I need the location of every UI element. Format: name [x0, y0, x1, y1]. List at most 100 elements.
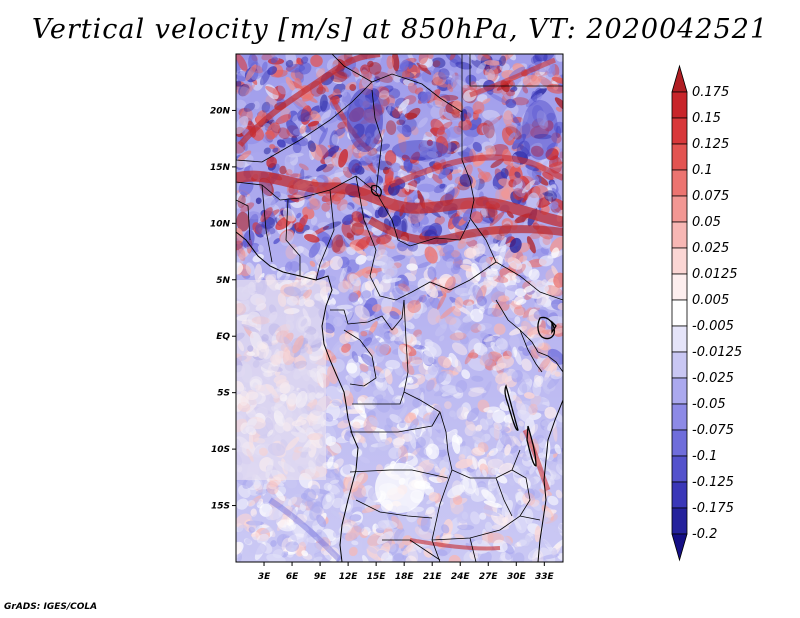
colorbar-segment: [671, 64, 688, 93]
chart-title: Vertical velocity [m/s] at 850hPa, VT: 2…: [31, 14, 769, 45]
colorbar-segment: [671, 273, 688, 301]
colorbar-segment: [671, 221, 688, 249]
border: [315, 189, 335, 281]
border: [382, 537, 477, 562]
lat-tick-label: 10S: [211, 445, 230, 455]
border: [403, 391, 521, 479]
colorbar-label: 0.1: [692, 163, 713, 178]
lake-tana: [551, 320, 557, 335]
sahel-updraft-band: [236, 170, 563, 228]
colorbar-segment: [671, 455, 688, 483]
lat-tick-label: 5N: [216, 276, 230, 286]
colorbar-segment: [671, 325, 688, 353]
border: [537, 351, 563, 373]
east-africa-coastline: [537, 399, 563, 562]
lon-tick-label: 21E: [423, 572, 443, 582]
border: [371, 89, 383, 193]
border: [469, 54, 563, 87]
colorbar-label: 0.005: [692, 293, 729, 308]
colorbar-label: 0.075: [692, 189, 729, 204]
colorbar-segment: [671, 481, 688, 509]
colorbar-segment: [671, 195, 688, 223]
border: [355, 499, 433, 519]
lon-tick-label: 3E: [258, 572, 271, 582]
atlantic-downdraft-streak: [268, 497, 343, 562]
colorbar-label: -0.005: [692, 319, 734, 334]
axis-ticks: 3E 6E 9E 12E 15E 18E 21E 24E 27E 30E 33E 20N 15N 10N 5…: [210, 106, 555, 582]
lake-chad: [370, 184, 382, 197]
colorbar-label: -0.075: [692, 423, 734, 438]
central-updraft-band: [367, 216, 563, 245]
border: [236, 184, 301, 276]
colorbar-label: 0.125: [692, 137, 729, 152]
kalahari-weak-region: [375, 463, 425, 513]
lon-tick-label: 30E: [507, 572, 527, 582]
colorbar-label: -0.025: [692, 371, 734, 386]
lat-tick-label: 20N: [210, 106, 231, 116]
colorbar-label: -0.125: [692, 475, 734, 490]
colorbar-segment: [671, 507, 688, 535]
lat-tick-label: 5S: [217, 389, 230, 399]
atlantic-mixed-region: [236, 280, 326, 480]
colorbar-label: -0.05: [692, 397, 726, 412]
desert-downdraft: [347, 88, 383, 152]
colorbar-segment: [671, 429, 688, 457]
country-borders: [236, 54, 563, 562]
colorbar-segment: [671, 533, 688, 562]
colorbar-label: 0.0125: [692, 267, 738, 282]
coastlines: [236, 231, 563, 562]
colorbar-segment: [671, 351, 688, 379]
east-updraft-streak: [388, 154, 563, 188]
border: [519, 329, 543, 373]
colorbar-label: 0.175: [692, 85, 729, 100]
colorbar-label: -0.2: [692, 527, 717, 542]
lon-tick-label: 18E: [395, 572, 415, 582]
border: [350, 411, 441, 433]
lon-tick-label: 27E: [479, 572, 499, 582]
colorbar-segment: [671, 377, 688, 405]
lat-tick-label: 15S: [211, 502, 230, 512]
lon-tick-label: 6E: [286, 572, 299, 582]
border: [469, 217, 563, 301]
grads-credit: GrADS: IGES/COLA: [4, 602, 98, 612]
lake-malawi: [526, 425, 537, 467]
colorbar-label: 0.05: [692, 215, 721, 230]
border: [352, 299, 409, 405]
lake-tanganyika: [504, 384, 519, 431]
border: [355, 175, 497, 301]
lat-tick-label: 15N: [210, 163, 231, 173]
north-downdraft: [392, 140, 448, 160]
colorbar-segment: [671, 143, 688, 171]
plot-frame: [235, 53, 564, 563]
lon-tick-label: 15E: [367, 572, 387, 582]
colorbar-segment: [671, 299, 688, 327]
colorbar-label: -0.175: [692, 501, 734, 516]
colorbar: 0.175 0.15 0.125 0.1 0.075 0.05 0.025 0.0125 0.0…: [671, 64, 742, 562]
border: [431, 515, 541, 541]
border: [330, 299, 405, 331]
colorbar-segment: [671, 247, 688, 275]
lat-tick-label: EQ: [216, 332, 230, 342]
border: [343, 329, 377, 387]
border: [495, 299, 539, 353]
west-africa-coastline: [236, 231, 359, 562]
east-downdraft: [522, 100, 558, 160]
north-updraft-streak: [237, 54, 381, 147]
lake-victoria: [537, 316, 556, 340]
border: [236, 73, 475, 219]
lakes: [370, 184, 557, 467]
colorbar-label: 0.15: [692, 111, 721, 126]
colorbar-label: 0.025: [692, 241, 729, 256]
south-updraft-streak: [409, 538, 501, 551]
border: [331, 54, 373, 83]
border: [349, 469, 453, 562]
lon-tick-label: 9E: [314, 572, 327, 582]
lat-tick-label: 10N: [210, 219, 231, 229]
colorbar-label: -0.0125: [692, 345, 742, 360]
colorbar-label: -0.1: [692, 449, 717, 464]
border: [375, 191, 471, 247]
colorbar-segment: [671, 169, 688, 197]
colorbar-segment: [671, 117, 688, 145]
colorbar-segment: [671, 403, 688, 431]
